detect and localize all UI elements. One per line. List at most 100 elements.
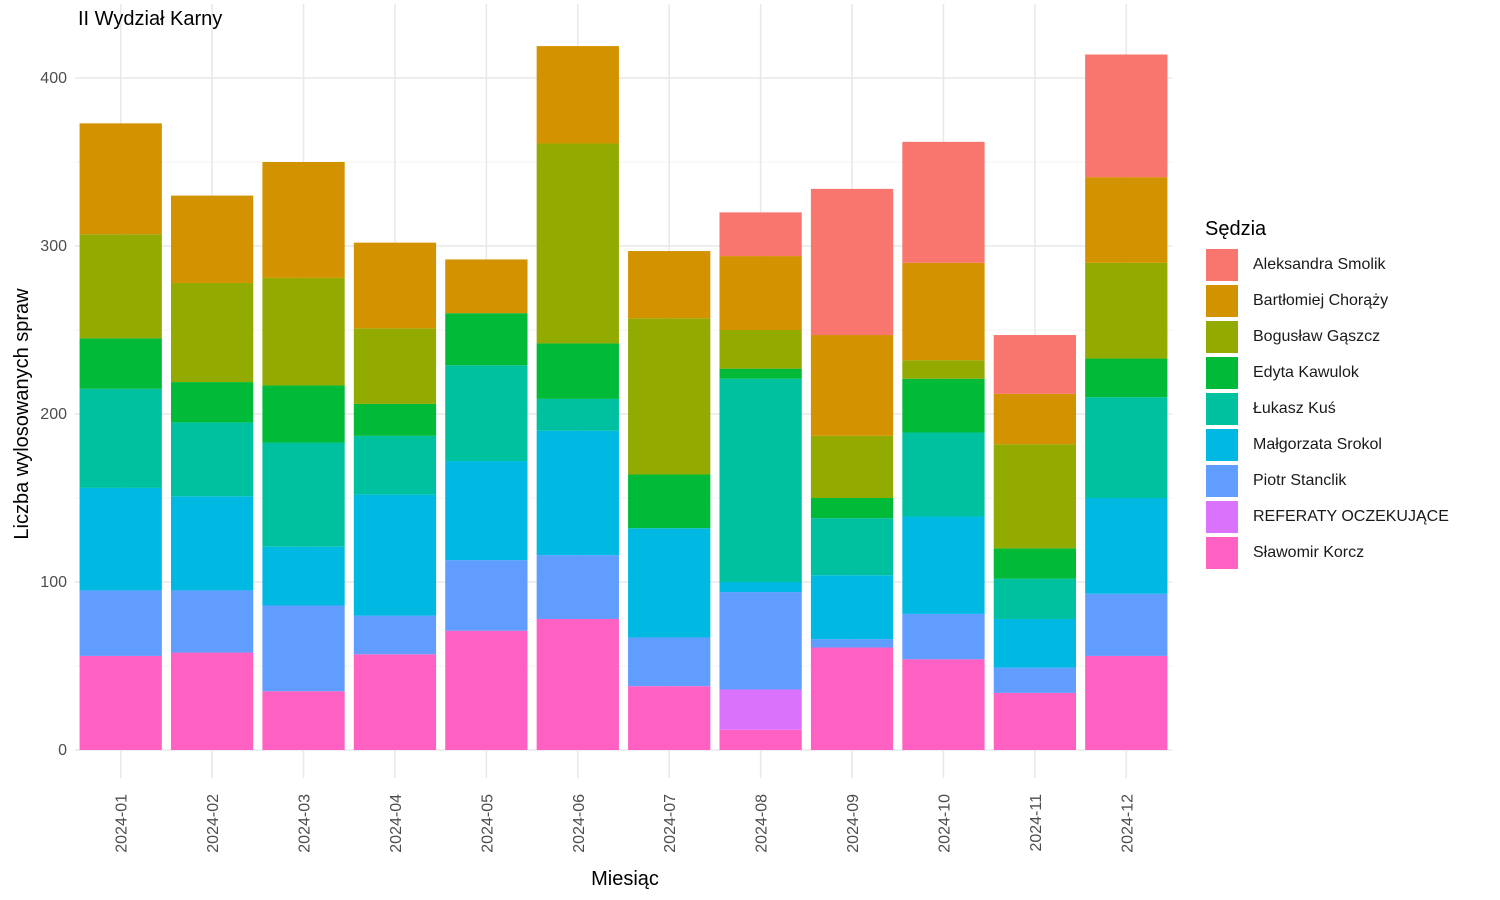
bar-segment [79,487,162,591]
bar-segment [719,378,802,582]
bar-segment [1085,177,1168,263]
bar-segment [810,575,894,640]
bar-segment [719,256,802,330]
bar-segment [170,590,254,653]
y-tick-label: 200 [40,406,67,423]
x-tick-label: 2024-09 [845,794,862,853]
bar-segment [902,613,985,660]
legend-key [1206,465,1238,497]
bar-segment [170,422,254,497]
x-tick-label: 2024-10 [936,794,953,853]
legend-key [1206,429,1238,461]
bar-segment [1085,655,1168,750]
bar-segment [993,548,1077,579]
bar-segment [262,442,345,547]
bar-segment [1085,397,1168,498]
legend-label: Edyta Kawulok [1253,364,1359,381]
bar-segment [993,578,1077,619]
bar-segment [902,516,985,614]
bar-segment [79,123,162,235]
bar-segment [170,652,254,750]
legend-key [1206,357,1238,389]
bar-segment [353,494,437,616]
bar-segment [993,444,1077,549]
chart-title: II Wydział Karny [78,8,223,30]
bar-segment [719,212,802,257]
bar-segment [810,518,894,576]
legend-item: Małgorzata Srokol [1206,427,1449,463]
legend: Sędzia Aleksandra Smolik Bartłomiej Chorą… [1205,218,1449,571]
legend-label: Bogusław Gąszcz [1253,328,1381,345]
legend-item: Edyta Kawulok [1206,355,1449,391]
legend-item: Aleksandra Smolik [1206,247,1449,283]
bar-segment [353,615,437,655]
legend-key [1206,393,1238,425]
legend-label: Łukasz Kuś [1253,400,1336,417]
x-tick-label: 2024-08 [754,794,771,853]
x-tick-label: 2024-03 [297,794,314,853]
x-tick-label: 2024-11 [1028,794,1045,852]
bar-segment [719,689,802,730]
legend-items: Aleksandra Smolik Bartłomiej Chorąży Bogus… [1206,247,1449,571]
bar-segment [1085,262,1168,359]
bar-segment [902,432,985,517]
y-tick-label: 0 [58,742,67,759]
bar-segment [170,195,254,283]
bar-segment [262,605,345,692]
bar-segment [353,403,437,436]
bar-segment [262,277,345,386]
bar-segment [79,590,162,656]
bar-segment [993,618,1077,668]
x-tick-label: 2024-05 [479,794,496,853]
bar-segment [262,691,345,750]
bar-segment [1085,498,1168,594]
y-tick-label: 100 [40,574,67,591]
bar-segment [810,435,894,498]
bar-segment [993,335,1077,394]
legend-label: Aleksandra Smolik [1253,256,1386,273]
y-tick-label: 400 [40,70,67,87]
bar-segment [902,378,985,433]
bar-segment [628,474,711,529]
bar-segment [810,647,894,750]
bar-segment [628,318,711,475]
x-tick-label: 2024-06 [571,794,588,853]
bar-segment [262,546,345,606]
bar-segment [79,234,162,339]
bar-segment [628,528,711,638]
legend-title: Sędzia [1205,218,1267,240]
legend-label: Bartłomiej Chorąży [1253,292,1389,309]
bar-segment [628,637,711,687]
bar-segment [353,654,437,750]
bar-segment [628,251,711,319]
bar-segment [719,592,802,690]
legend-item: REFERATY OCZEKUJĄCE [1206,499,1449,535]
bar-segment [445,259,528,314]
legend-key [1206,321,1238,353]
bar-segment [902,360,985,379]
bar-segment [719,368,802,379]
bar-segment [1085,54,1168,178]
bar-segment [902,141,985,263]
bar-segment [628,686,711,750]
bar-segment [536,143,619,344]
x-tick-label: 2024-02 [205,794,222,853]
bar-segment [719,729,802,750]
bar-segment [536,398,619,431]
y-axis-label: Liczba wylosowanych spraw [11,288,33,540]
bar-segment [719,330,802,369]
bar-segment [79,338,162,389]
legend-key [1206,537,1238,569]
legend-item: Sławomir Korcz [1206,535,1449,571]
y-axis-ticks: 0 100 200 300 400 [40,70,67,759]
bar-segment [902,659,985,750]
bar-segment [79,655,162,750]
legend-label: REFERATY OCZEKUJĄCE [1253,508,1449,525]
bar-segment [993,393,1077,445]
legend-item: Bartłomiej Chorąży [1206,283,1449,319]
legend-key [1206,249,1238,281]
bars [79,46,1168,750]
bar-segment [445,461,528,561]
bar-segment [810,498,894,519]
bar-segment [536,46,619,144]
